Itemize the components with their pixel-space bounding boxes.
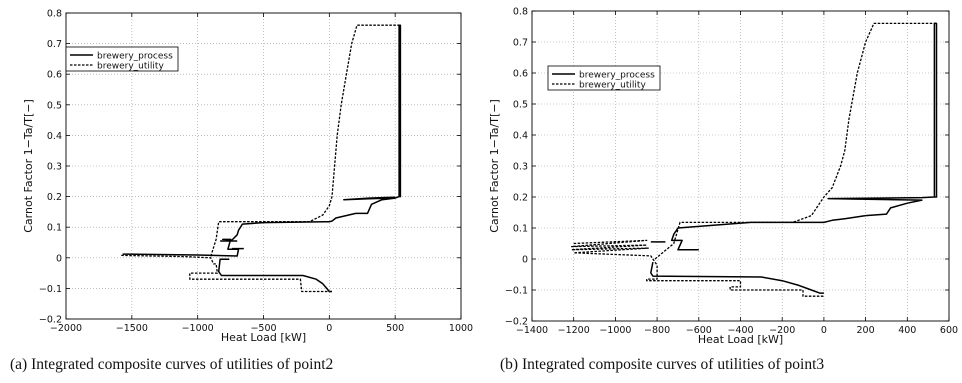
x-tick-label: −600: [686, 325, 712, 336]
y-tick-label: 0.4: [47, 131, 62, 142]
y-tick-label: 0.1: [513, 224, 528, 235]
y-tick-label: 0.2: [47, 192, 62, 203]
y-tick-label: 0.6: [47, 70, 62, 81]
x-tick-label: −1500: [116, 323, 148, 334]
x-tick-label: −1000: [182, 323, 214, 334]
legend-label: brewery_process: [97, 52, 173, 62]
y-tick-label: 0.2: [513, 193, 528, 204]
series-line-brewery-utility: [570, 239, 824, 297]
legend-box: [65, 46, 179, 72]
x-tick-label: 600: [940, 325, 958, 336]
y-axis-label: Carnot Factor 1−Ta/T[−]: [488, 99, 501, 233]
y-tick-label: 0.3: [513, 162, 528, 173]
caption-a: (a) Integrated composite curves of utili…: [10, 356, 334, 373]
y-tick-label: 0.5: [513, 100, 528, 111]
y-tick-label: 0.6: [513, 69, 528, 80]
legend-label: brewery_process: [579, 71, 655, 81]
x-tick-label: −800: [644, 325, 670, 336]
y-axis-label: Carnot Factor 1−Ta/T[−]: [22, 99, 35, 233]
x-tick-label: 1000: [449, 323, 473, 334]
figure: −2000 −1500 −1000 −500 0 500 1000−0.2−0.100.10…: [22, 7, 958, 347]
x-axis-label: Heat Load [kW]: [698, 333, 783, 346]
y-tick-label: 0.4: [513, 131, 528, 142]
caption-b: (b) Integrated composite curves of utili…: [500, 356, 825, 373]
x-tick-label: 400: [898, 325, 916, 336]
y-tick-label: −0.2: [39, 315, 62, 326]
y-tick-label: 0.8: [47, 9, 62, 20]
legend-label: brewery_utility: [97, 62, 164, 72]
x-axis-label: Heat Load [kW]: [221, 331, 306, 344]
series-line-brewery-process: [217, 258, 332, 293]
y-tick-label: 0.1: [47, 223, 62, 234]
series-line-brewery-process: [122, 24, 402, 257]
x-tick-label: −1200: [558, 325, 590, 336]
series-line-brewery-utility: [121, 254, 332, 293]
chart-panel-a: −2000 −1500 −1000 −500 0 500 1000 −0.2 −0.1 0 0.1 0…: [22, 9, 473, 345]
series-line-brewery-process: [670, 22, 938, 251]
y-tick-label: 0: [522, 255, 528, 266]
y-tick-label: 0: [56, 253, 62, 264]
x-tick-label: −400: [727, 325, 753, 336]
y-tick-label: 0.7: [47, 39, 62, 50]
x-tick-label: 200: [857, 325, 875, 336]
y-tick-label: 0.7: [513, 38, 528, 49]
x-tick-label: −200: [769, 325, 795, 336]
chart-panel-b: −1400 −1200 −1000 −800 −600 −400 −200 0 200 400 60…: [488, 7, 958, 347]
y-tick-label: −0.1: [39, 284, 62, 295]
y-tick-label: −0.2: [505, 317, 528, 328]
y-tick-label: 0.8: [513, 7, 528, 18]
x-tick-label: −500: [250, 323, 276, 334]
series-line-brewery-utility: [654, 22, 937, 260]
legend-box: [547, 65, 661, 91]
legend-label: brewery_utility: [579, 81, 646, 91]
x-tick-label: −2000: [50, 323, 82, 334]
y-tick-label: 0.3: [47, 162, 62, 173]
x-tick-label: 0: [821, 325, 827, 336]
x-tick-label: −1000: [599, 325, 631, 336]
x-tick-label: 500: [386, 323, 404, 334]
x-tick-label: 0: [326, 323, 332, 334]
x-tick-label: −1400: [516, 325, 548, 336]
y-tick-label: −0.1: [505, 286, 528, 297]
y-tick-label: 0.5: [47, 100, 62, 111]
series-line-brewery-process: [650, 261, 824, 294]
series-line-brewery-utility: [210, 24, 401, 257]
